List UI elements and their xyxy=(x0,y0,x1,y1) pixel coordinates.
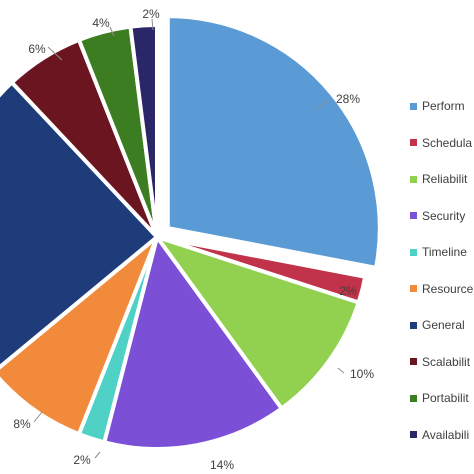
pie-slice-performance xyxy=(165,14,382,270)
leader-line-timeliness xyxy=(94,451,101,459)
data-label-timeliness: 2% xyxy=(73,453,91,467)
legend-item: Timeline xyxy=(410,234,474,271)
legend-label: Security xyxy=(422,208,466,223)
legend-item: Reliabilit xyxy=(410,161,474,198)
legend-swatch xyxy=(410,175,417,183)
pie-slice-security xyxy=(102,235,284,451)
data-label-availability: 2% xyxy=(142,7,160,21)
legend-item: Security xyxy=(410,198,474,235)
data-label-security: 14% xyxy=(210,458,234,472)
legend-label: Perform xyxy=(422,99,465,114)
pie-slice-resource xyxy=(0,235,159,437)
leader-line-portability xyxy=(109,26,115,37)
data-label-portability: 4% xyxy=(92,16,110,30)
legend-item: Perform xyxy=(410,88,474,125)
legend-item: Scalabilit xyxy=(410,344,474,381)
legend-swatch xyxy=(410,212,417,220)
legend-swatch xyxy=(410,321,417,329)
legend-item: Availabili xyxy=(410,417,474,454)
legend-swatch xyxy=(410,102,417,110)
legend-item: Resource xyxy=(410,271,474,308)
leader-line-performance xyxy=(317,99,331,109)
legend-item: General xyxy=(410,307,474,344)
pie-slice-availability xyxy=(128,23,159,239)
legend-label: Reliabilit xyxy=(422,172,468,187)
legend-swatch xyxy=(410,248,417,256)
legend-item: Portabilit xyxy=(410,380,474,417)
pie-slice-reliability xyxy=(155,235,361,411)
legend-label: Portabilit xyxy=(422,391,469,406)
legend-label: Resource xyxy=(422,281,474,296)
data-label-scalability: 6% xyxy=(28,42,46,56)
legend-item: Schedula xyxy=(410,125,474,162)
legend-swatch xyxy=(410,431,417,439)
leader-line-resource xyxy=(33,411,43,423)
data-label-performance: 28% xyxy=(336,92,360,106)
leader-line-availability xyxy=(151,18,154,31)
legend-label: Availabili xyxy=(422,427,470,442)
legend-swatch xyxy=(410,358,417,366)
leader-line-reliability xyxy=(337,367,345,374)
data-label-reliability: 10% xyxy=(350,367,374,381)
legend-label: Timeline xyxy=(422,245,467,260)
data-label-resource: 8% xyxy=(13,417,31,431)
pie-slice-general xyxy=(0,80,159,370)
leader-line-scalability xyxy=(47,46,63,61)
chart-legend: Perform Schedula Reliabilit Security Timelin… xyxy=(410,88,474,453)
legend-label: General xyxy=(422,318,465,333)
data-label-schedulability: 2% xyxy=(339,284,357,298)
legend-swatch xyxy=(410,285,417,293)
legend-label: Scalabilit xyxy=(422,354,471,369)
legend-swatch xyxy=(410,394,417,402)
legend-label: Schedula xyxy=(422,135,473,150)
legend-swatch xyxy=(410,139,417,147)
